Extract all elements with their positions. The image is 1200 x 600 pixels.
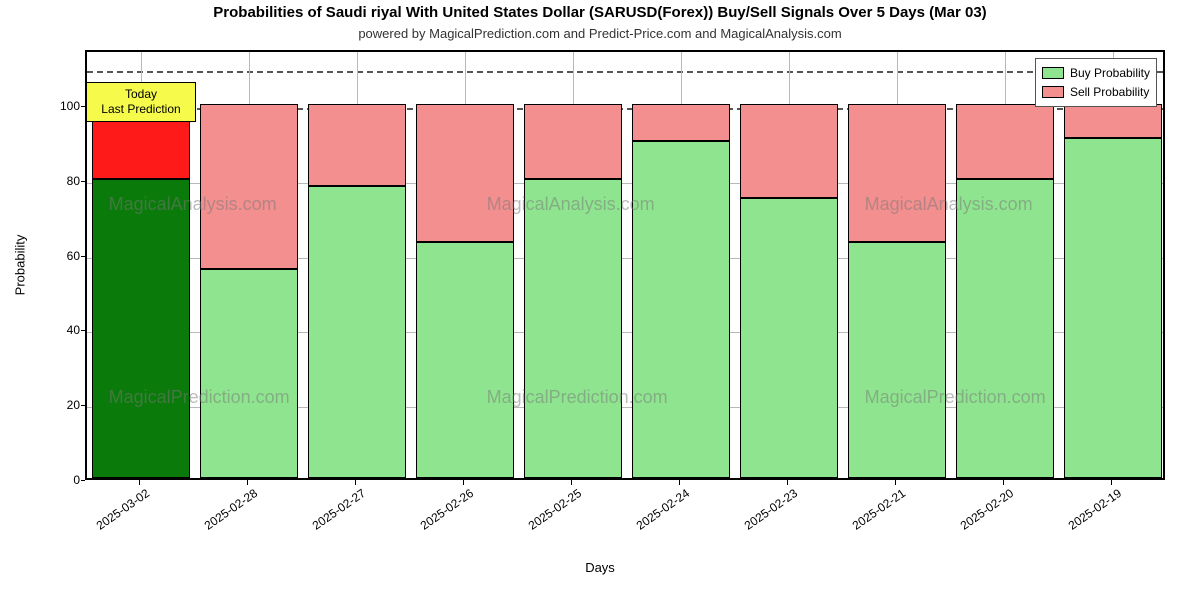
legend-swatch <box>1042 86 1064 98</box>
y-tick-label: 80 <box>40 174 80 188</box>
y-tick-label: 20 <box>40 398 80 412</box>
x-tick-label: 2025-02-25 <box>515 486 584 540</box>
y-tick-mark <box>81 480 85 481</box>
y-axis-label: Probability <box>13 235 28 296</box>
x-tick-mark <box>463 480 464 485</box>
legend-label: Buy Probability <box>1070 64 1150 82</box>
buy-bar <box>740 198 837 478</box>
y-tick-label: 40 <box>40 323 80 337</box>
buy-bar <box>956 179 1053 478</box>
legend-item: Buy Probability <box>1042 64 1150 82</box>
y-tick-label: 0 <box>40 473 80 487</box>
y-tick-mark <box>81 256 85 257</box>
sell-bar <box>200 104 297 269</box>
x-tick-mark <box>679 480 680 485</box>
sell-bar <box>632 104 729 141</box>
y-tick-mark <box>81 181 85 182</box>
sell-bar <box>416 104 513 242</box>
sell-bar <box>308 104 405 186</box>
sell-bar <box>740 104 837 197</box>
buy-bar <box>92 179 189 478</box>
x-tick-mark <box>1111 480 1112 485</box>
sell-bar <box>524 104 621 179</box>
y-tick-mark <box>81 330 85 331</box>
legend-item: Sell Probability <box>1042 83 1150 101</box>
y-tick-mark <box>81 405 85 406</box>
y-tick-mark <box>81 106 85 107</box>
x-tick-mark <box>787 480 788 485</box>
x-tick-label: 2025-02-21 <box>839 486 908 540</box>
chart-container: Probabilities of Saudi riyal With United… <box>0 0 1200 600</box>
annotation-line2: Last Prediction <box>97 102 185 117</box>
legend-label: Sell Probability <box>1070 83 1149 101</box>
today-annotation: TodayLast Prediction <box>86 82 196 122</box>
x-tick-mark <box>247 480 248 485</box>
sell-bar <box>848 104 945 242</box>
buy-bar <box>200 269 297 478</box>
x-tick-mark <box>355 480 356 485</box>
buy-bar <box>308 186 405 478</box>
x-tick-label: 2025-03-02 <box>83 486 152 540</box>
x-tick-label: 2025-02-27 <box>299 486 368 540</box>
legend: Buy ProbabilitySell Probability <box>1035 58 1157 107</box>
x-axis-label: Days <box>0 560 1200 575</box>
buy-bar <box>848 242 945 478</box>
buy-bar <box>632 141 729 478</box>
annotation-line1: Today <box>97 87 185 102</box>
x-tick-label: 2025-02-24 <box>623 486 692 540</box>
buy-bar <box>524 179 621 478</box>
legend-swatch <box>1042 67 1064 79</box>
x-tick-label: 2025-02-26 <box>407 486 476 540</box>
sell-bar <box>956 104 1053 179</box>
x-tick-label: 2025-02-20 <box>947 486 1016 540</box>
sell-bar <box>1064 104 1161 138</box>
x-tick-label: 2025-02-28 <box>191 486 260 540</box>
buy-bar <box>1064 138 1161 478</box>
buy-bar <box>416 242 513 478</box>
chart-subtitle: powered by MagicalPrediction.com and Pre… <box>0 26 1200 41</box>
x-tick-mark <box>1003 480 1004 485</box>
y-tick-label: 100 <box>40 99 80 113</box>
x-tick-mark <box>571 480 572 485</box>
plot-area: MagicalAnalysis.comMagicalAnalysis.comMa… <box>85 50 1165 480</box>
y-tick-label: 60 <box>40 249 80 263</box>
x-tick-mark <box>895 480 896 485</box>
x-tick-label: 2025-02-19 <box>1055 486 1124 540</box>
x-tick-label: 2025-02-23 <box>731 486 800 540</box>
chart-title: Probabilities of Saudi riyal With United… <box>0 4 1200 21</box>
x-tick-mark <box>139 480 140 485</box>
